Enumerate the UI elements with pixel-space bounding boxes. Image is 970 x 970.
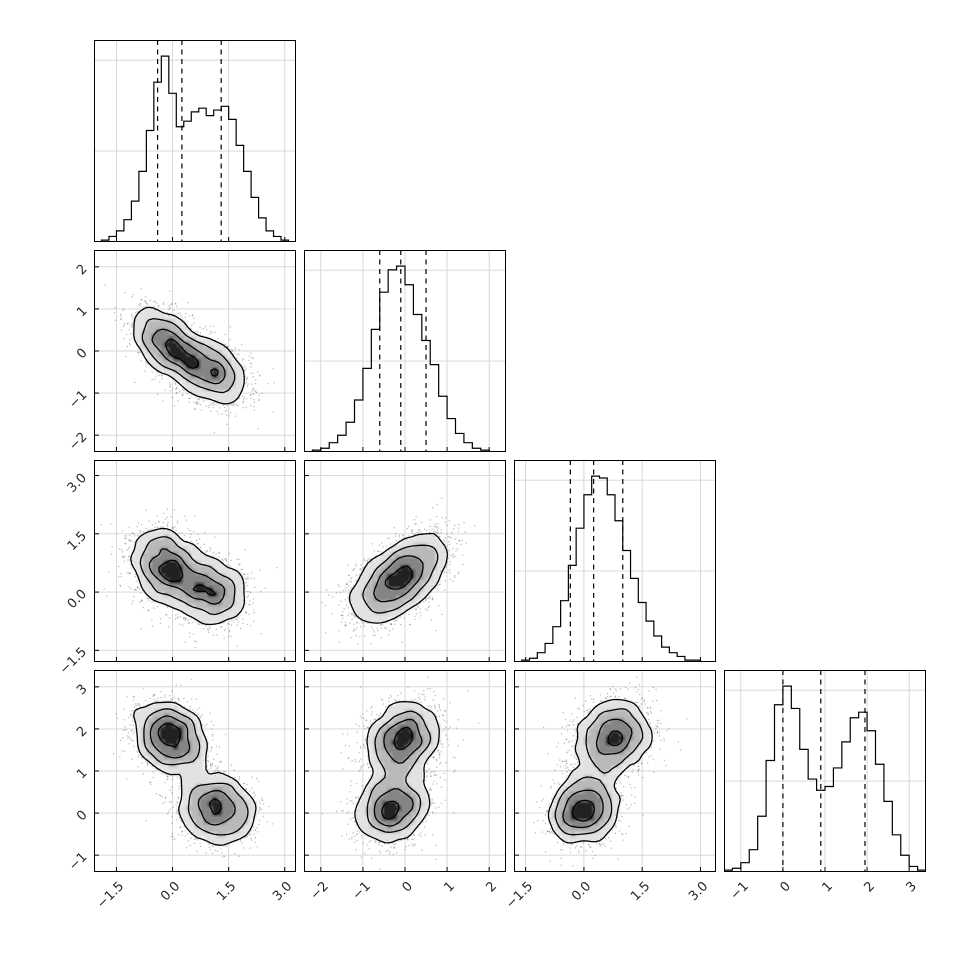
scatter-panel-r2c0-canvas [94,460,296,662]
hist-panel-p3 [724,670,926,872]
hist-panel-p0 [94,40,296,242]
y-tick-label-p3-2-text: 1 [73,765,91,783]
scatter-panel-r1c0 [94,250,296,452]
x-tick-label-p3-2-text: 1 [819,879,836,896]
x-tick-label-p3-1-text: 0 [777,879,794,896]
scatter-panel-r3c1-canvas [304,670,506,872]
hist-panel-p1-canvas [304,250,506,452]
x-tick-label-p0-1-text: 0.0 [157,879,184,905]
scatter-panel-r2c1 [304,460,506,662]
y-tick-label-p3-1-text: 0 [73,807,91,825]
scatter-panel-r3c0 [94,670,296,872]
y-tick-label-p2-3-text: 3.0 [65,470,91,496]
x-tick-label-p1-2-text: 0 [399,879,416,896]
y-tick-label-p1-2-text: 0 [73,345,91,363]
scatter-panel-r2c1-canvas [304,460,506,662]
scatter-panel-r3c2-canvas [514,670,716,872]
x-tick-label-p1-0-text: −2 [307,879,332,904]
y-tick-label-p1-0-text: −2 [66,429,91,455]
hist-panel-p2 [514,460,716,662]
scatter-panel-r2c0 [94,460,296,662]
y-tick-label-p1-1-text: −1 [66,387,91,412]
scatter-panel-r1c0-canvas [94,250,296,452]
scatter-panel-r3c1 [304,670,506,872]
y-tick-label-p1-4-text: 2 [73,261,91,278]
x-tick-label-p0-0-text: −1.5 [94,879,128,912]
x-tick-label-p2-3-text: 3.0 [685,879,712,905]
hist-panel-p0-canvas [94,40,296,242]
scatter-panel-r3c2 [514,670,716,872]
x-tick-label-p1-1-text: −1 [349,879,374,904]
y-tick-label-p2-1-text: 0.0 [65,586,91,612]
y-tick-label-p3-0-text: −1 [66,849,91,875]
x-tick-label-p3-3-text: 2 [861,879,878,896]
x-tick-label-p2-1-text: 0.0 [569,879,595,905]
x-tick-label-p1-3-text: 1 [441,879,458,896]
x-tick-label-p3-0-text: −1 [727,879,752,904]
hist-panel-p2-canvas [514,460,716,662]
y-tick-label-p3-4-text: 3 [73,681,91,698]
x-tick-label-p0-2-text: 1.5 [214,879,240,905]
scatter-panel-r3c0-canvas [94,670,296,872]
x-tick-label-p3-4-text: 3 [903,879,920,896]
hist-panel-p1 [304,250,506,452]
y-tick-label-p1-3-text: 1 [73,303,91,321]
x-tick-label-p0-3-text: 3.0 [270,879,296,905]
x-tick-label-p2-0-text: −1.5 [503,879,537,912]
y-tick-label-p3-3-text: 2 [73,723,91,741]
hist-panel-p3-canvas [724,670,926,872]
x-tick-label-p2-2-text: 1.5 [627,879,653,905]
x-tick-label-p1-4-text: 2 [483,879,500,896]
y-tick-label-p2-0-text: −1.5 [57,645,91,678]
y-tick-label-p2-2-text: 1.5 [65,528,91,554]
